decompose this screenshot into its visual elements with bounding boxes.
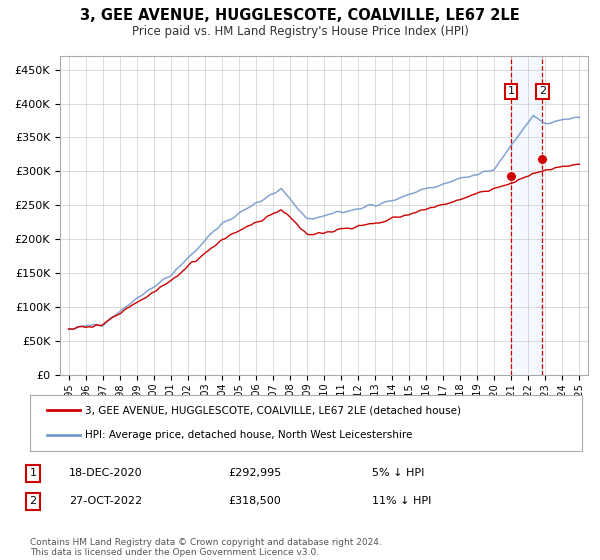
Text: Contains HM Land Registry data © Crown copyright and database right 2024.
This d: Contains HM Land Registry data © Crown c…	[30, 538, 382, 557]
Text: 2: 2	[29, 496, 37, 506]
Text: 2: 2	[539, 86, 546, 96]
Text: 27-OCT-2022: 27-OCT-2022	[69, 496, 142, 506]
Text: HPI: Average price, detached house, North West Leicestershire: HPI: Average price, detached house, Nort…	[85, 430, 413, 440]
Text: 18-DEC-2020: 18-DEC-2020	[69, 468, 143, 478]
Text: £318,500: £318,500	[228, 496, 281, 506]
Bar	[511, 56, 542, 375]
Text: £292,995: £292,995	[228, 468, 281, 478]
Text: 3, GEE AVENUE, HUGGLESCOTE, COALVILLE, LE67 2LE (detached house): 3, GEE AVENUE, HUGGLESCOTE, COALVILLE, L…	[85, 405, 461, 416]
Text: 1: 1	[508, 86, 514, 96]
Text: 3, GEE AVENUE, HUGGLESCOTE, COALVILLE, LE67 2LE: 3, GEE AVENUE, HUGGLESCOTE, COALVILLE, L…	[80, 8, 520, 24]
Text: 1: 1	[29, 468, 37, 478]
Text: 11% ↓ HPI: 11% ↓ HPI	[372, 496, 431, 506]
Text: 5% ↓ HPI: 5% ↓ HPI	[372, 468, 424, 478]
Text: Price paid vs. HM Land Registry's House Price Index (HPI): Price paid vs. HM Land Registry's House …	[131, 25, 469, 38]
